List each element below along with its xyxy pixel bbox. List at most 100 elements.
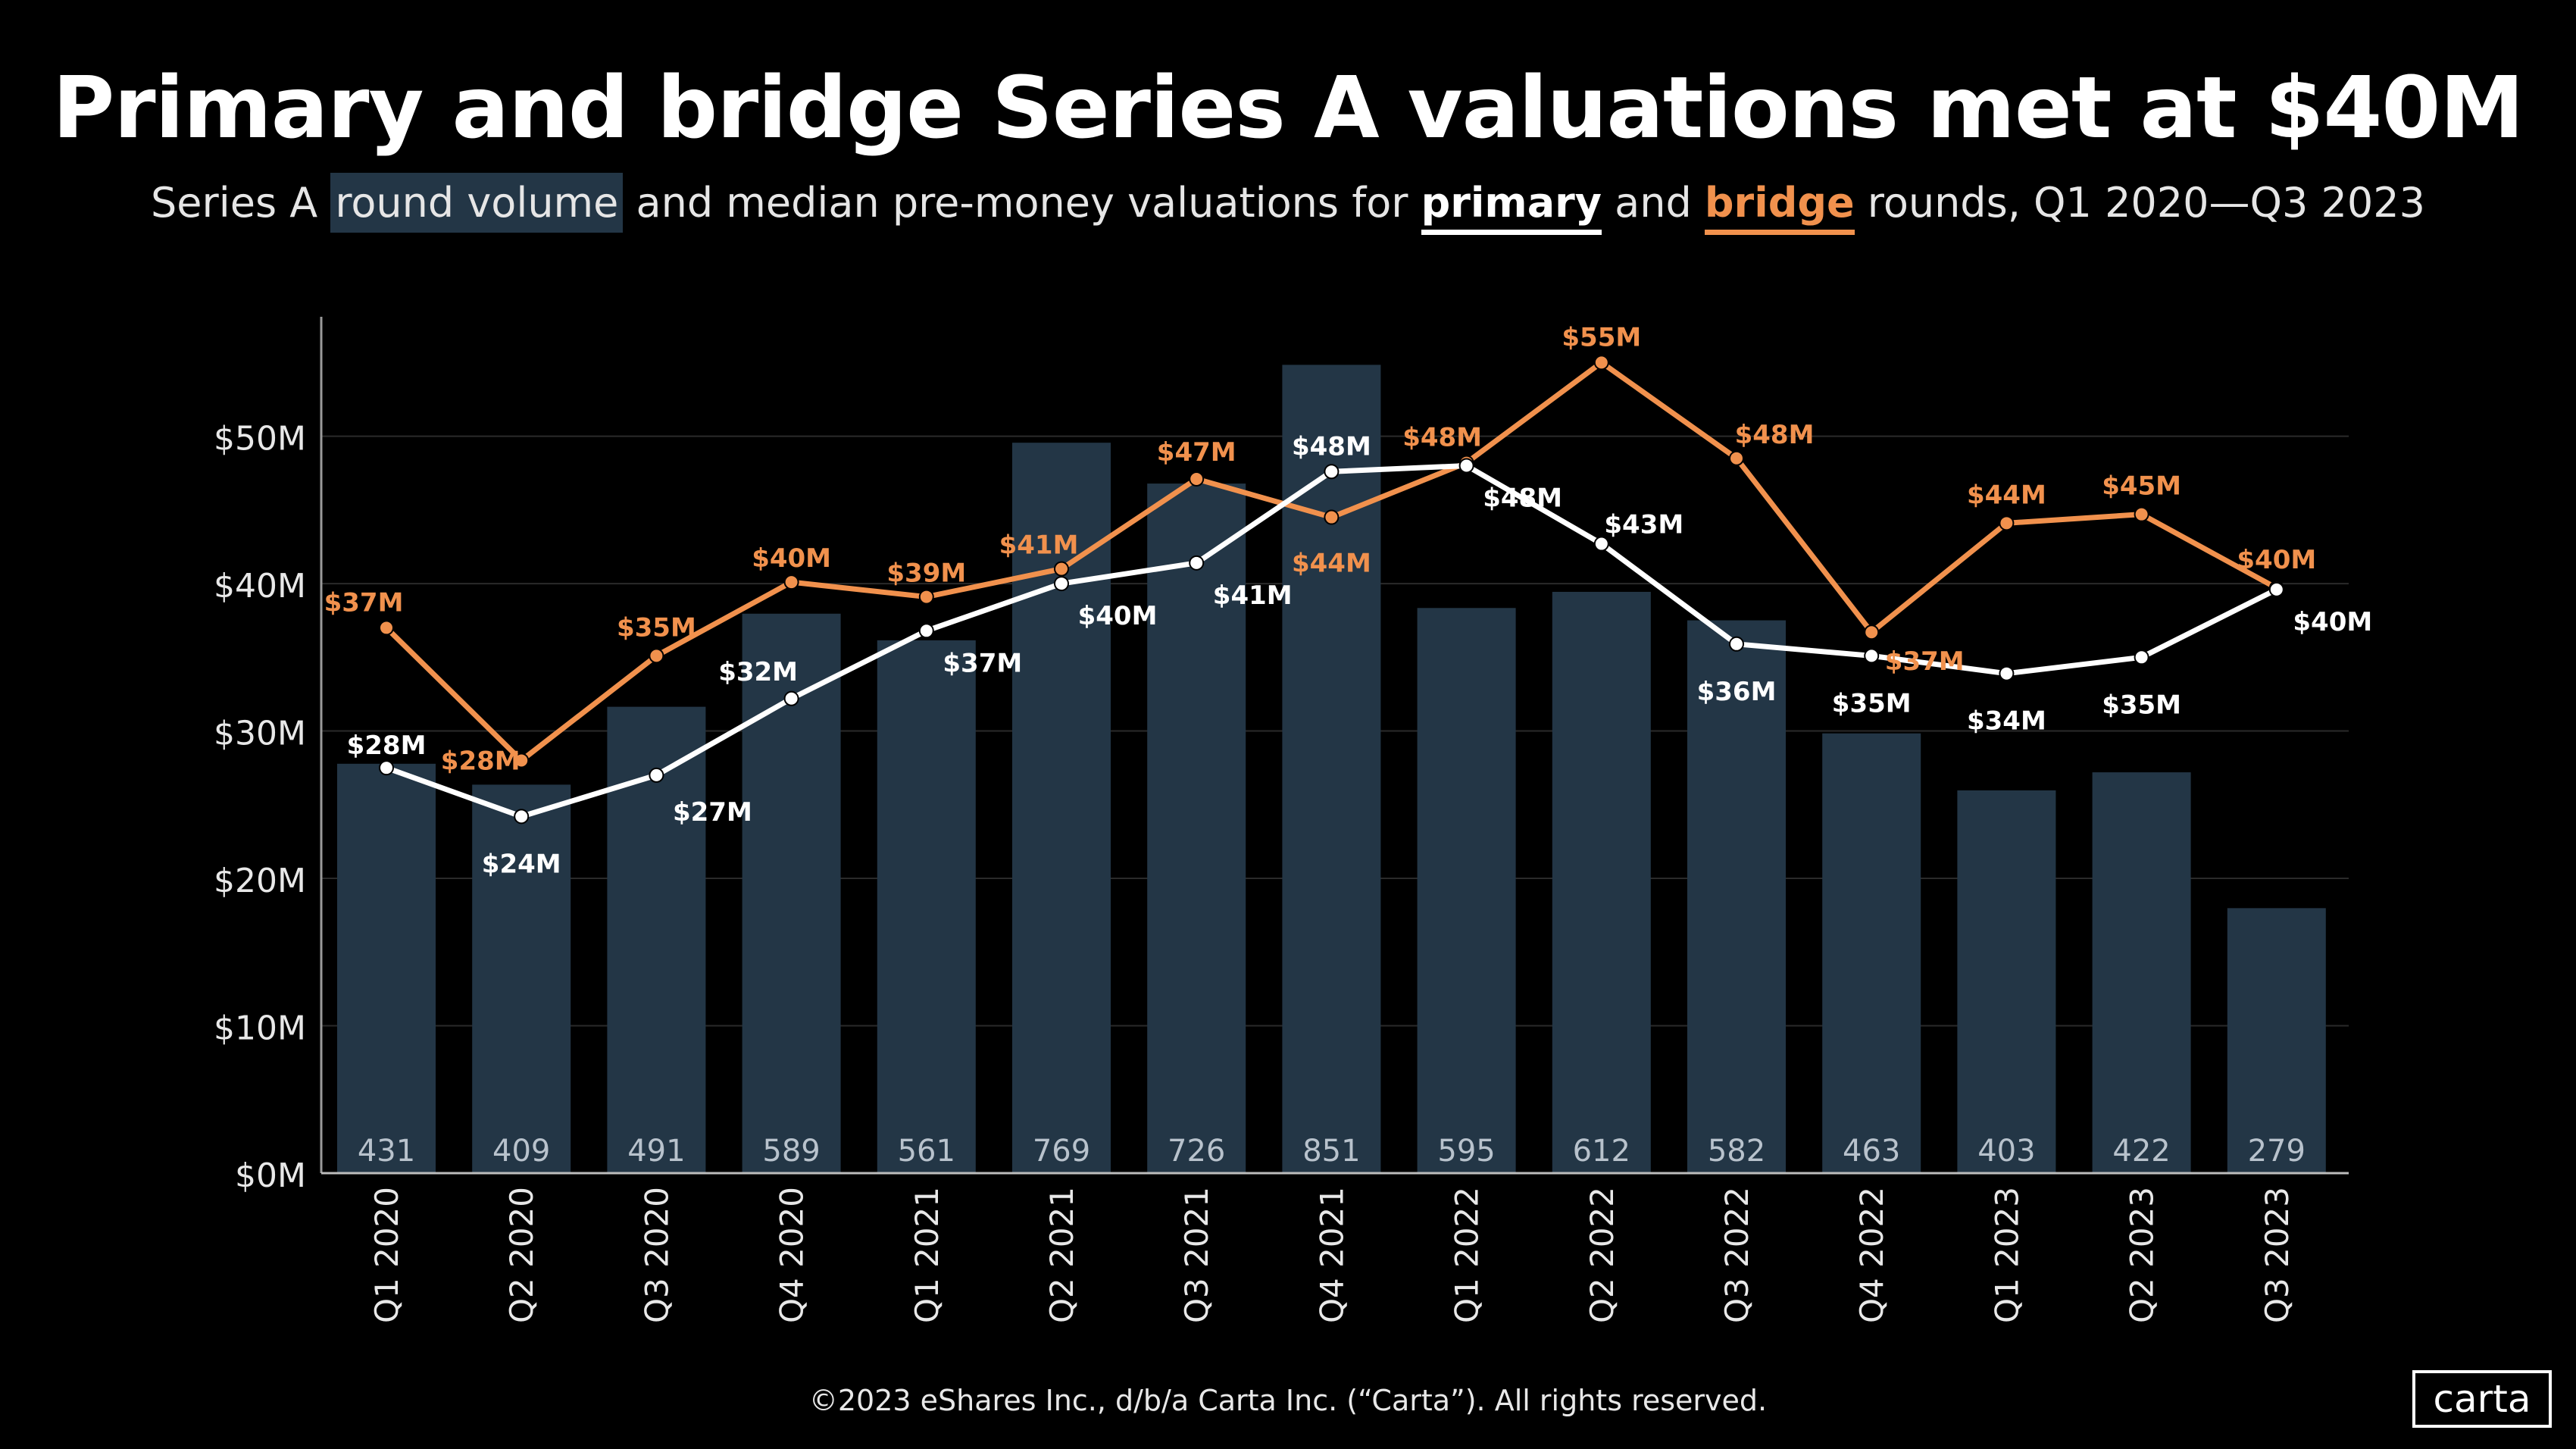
volume-bar <box>1147 484 1246 1173</box>
volume-label: 431 <box>358 1134 415 1169</box>
x-tick-label: Q1 2022 <box>1449 1187 1486 1323</box>
x-tick-label: Q2 2021 <box>1043 1187 1080 1323</box>
chart-subtitle: Series A round volume and median pre-mon… <box>0 173 2576 235</box>
volume-label: 851 <box>1302 1134 1360 1169</box>
bridge-point <box>1999 515 2015 531</box>
y-tick-label: $30M <box>214 715 306 753</box>
primary-point <box>1864 648 1880 664</box>
bridge-data-label: $48M <box>1735 420 1815 450</box>
x-tick-label: Q2 2022 <box>1583 1187 1621 1323</box>
bridge-point <box>1729 450 1744 466</box>
volume-bar <box>742 613 841 1173</box>
legend-bridge: bridge <box>1704 179 1855 235</box>
volume-label: 422 <box>2112 1134 2170 1169</box>
volume-bar <box>2227 908 2326 1173</box>
bridge-point <box>2134 506 2149 522</box>
bridge-data-label: $44M <box>1292 549 1371 579</box>
volume-label: 561 <box>898 1134 955 1169</box>
y-tick-label: $20M <box>214 862 306 900</box>
volume-label: 612 <box>1573 1134 1630 1169</box>
bridge-data-label: $45M <box>2102 471 2181 502</box>
volume-label: 769 <box>1033 1134 1090 1169</box>
copyright-footer: ©2023 eShares Inc., d/b/a Carta Inc. (“C… <box>808 1384 1768 1417</box>
x-tick-label: Q2 2023 <box>2124 1187 2161 1323</box>
volume-label: 403 <box>1977 1134 2035 1169</box>
primary-data-label: $41M <box>1213 581 1293 611</box>
bridge-point <box>1864 624 1880 640</box>
legend-round-volume: round volume <box>330 173 624 233</box>
carta-logo: carta <box>2412 1370 2552 1428</box>
bridge-data-label: $37M <box>324 587 404 618</box>
x-tick-label: Q3 2020 <box>638 1187 675 1323</box>
bridge-point <box>1593 355 1609 371</box>
bridge-data-label: $40M <box>752 543 831 574</box>
bridge-data-label: $37M <box>1885 646 1965 677</box>
x-tick-label: Q3 2022 <box>1718 1187 1755 1323</box>
subtitle-suffix: rounds, Q1 2020—Q3 2023 <box>1854 179 2425 227</box>
primary-point <box>918 623 934 639</box>
volume-bar <box>2092 772 2191 1173</box>
volume-bar <box>1552 591 1651 1173</box>
primary-point <box>1458 458 1474 474</box>
primary-data-label: $27M <box>673 797 752 828</box>
primary-point <box>1189 555 1205 571</box>
volume-bar <box>472 784 571 1173</box>
x-tick-label: Q3 2021 <box>1178 1187 1215 1323</box>
subtitle-and: and <box>1601 179 1705 227</box>
primary-data-label: $40M <box>2293 607 2372 637</box>
x-tick-label: Q4 2021 <box>1313 1187 1350 1323</box>
primary-point <box>1054 576 1069 592</box>
y-tick-label: $0M <box>235 1156 306 1195</box>
volume-bar <box>1822 733 1921 1173</box>
volume-bar <box>337 763 436 1173</box>
bridge-data-label: $55M <box>1562 322 1641 352</box>
x-tick-label: Q4 2020 <box>774 1187 811 1323</box>
subtitle-middle: and median pre-money valuations for <box>623 179 1421 227</box>
primary-point <box>514 809 530 825</box>
bridge-point <box>1189 471 1205 487</box>
volume-bar <box>1687 620 1786 1173</box>
primary-point <box>1729 636 1744 652</box>
primary-data-label: $28M <box>347 731 427 761</box>
primary-point <box>783 690 799 706</box>
bridge-data-label: $41M <box>999 530 1079 561</box>
x-tick-label: Q1 2020 <box>368 1187 405 1323</box>
bridge-data-label: $40M <box>2237 545 2316 575</box>
volume-label: 595 <box>1437 1134 1495 1169</box>
x-tick-label: Q2 2020 <box>503 1187 540 1323</box>
bridge-data-label: $28M <box>441 746 521 776</box>
primary-point <box>1324 464 1340 480</box>
primary-point <box>379 760 394 776</box>
primary-data-label: $43M <box>1604 510 1683 540</box>
primary-data-label: $48M <box>1483 483 1562 513</box>
volume-label: 726 <box>1168 1134 1225 1169</box>
volume-label: 589 <box>762 1134 820 1169</box>
bridge-point <box>783 574 799 590</box>
bridge-data-label: $39M <box>886 559 966 589</box>
primary-point <box>2134 649 2149 665</box>
bridge-data-label: $47M <box>1157 437 1236 468</box>
volume-label: 582 <box>1708 1134 1765 1169</box>
primary-data-label: $48M <box>1292 431 1371 462</box>
y-tick-label: $10M <box>214 1009 306 1048</box>
bridge-point <box>918 589 934 605</box>
y-tick-label: $50M <box>214 420 306 458</box>
primary-data-label: $35M <box>2102 690 2181 720</box>
primary-data-label: $35M <box>1832 688 1912 718</box>
bridge-data-label: $44M <box>1967 480 2046 510</box>
legend-primary: primary <box>1421 179 1602 235</box>
primary-point <box>2268 581 2284 597</box>
primary-point <box>1593 536 1609 552</box>
chart-title: Primary and bridge Series A valuations m… <box>52 59 2524 158</box>
volume-label: 279 <box>2248 1134 2306 1169</box>
x-tick-label: Q1 2021 <box>908 1187 946 1323</box>
bridge-point <box>1324 509 1340 525</box>
volume-label: 491 <box>627 1134 685 1169</box>
volume-bar <box>1282 365 1381 1173</box>
volume-bar <box>1957 790 2056 1173</box>
primary-data-label: $36M <box>1697 677 1777 707</box>
volume-bar <box>1417 608 1516 1173</box>
bridge-point <box>649 648 664 664</box>
primary-data-label: $37M <box>943 648 1022 678</box>
